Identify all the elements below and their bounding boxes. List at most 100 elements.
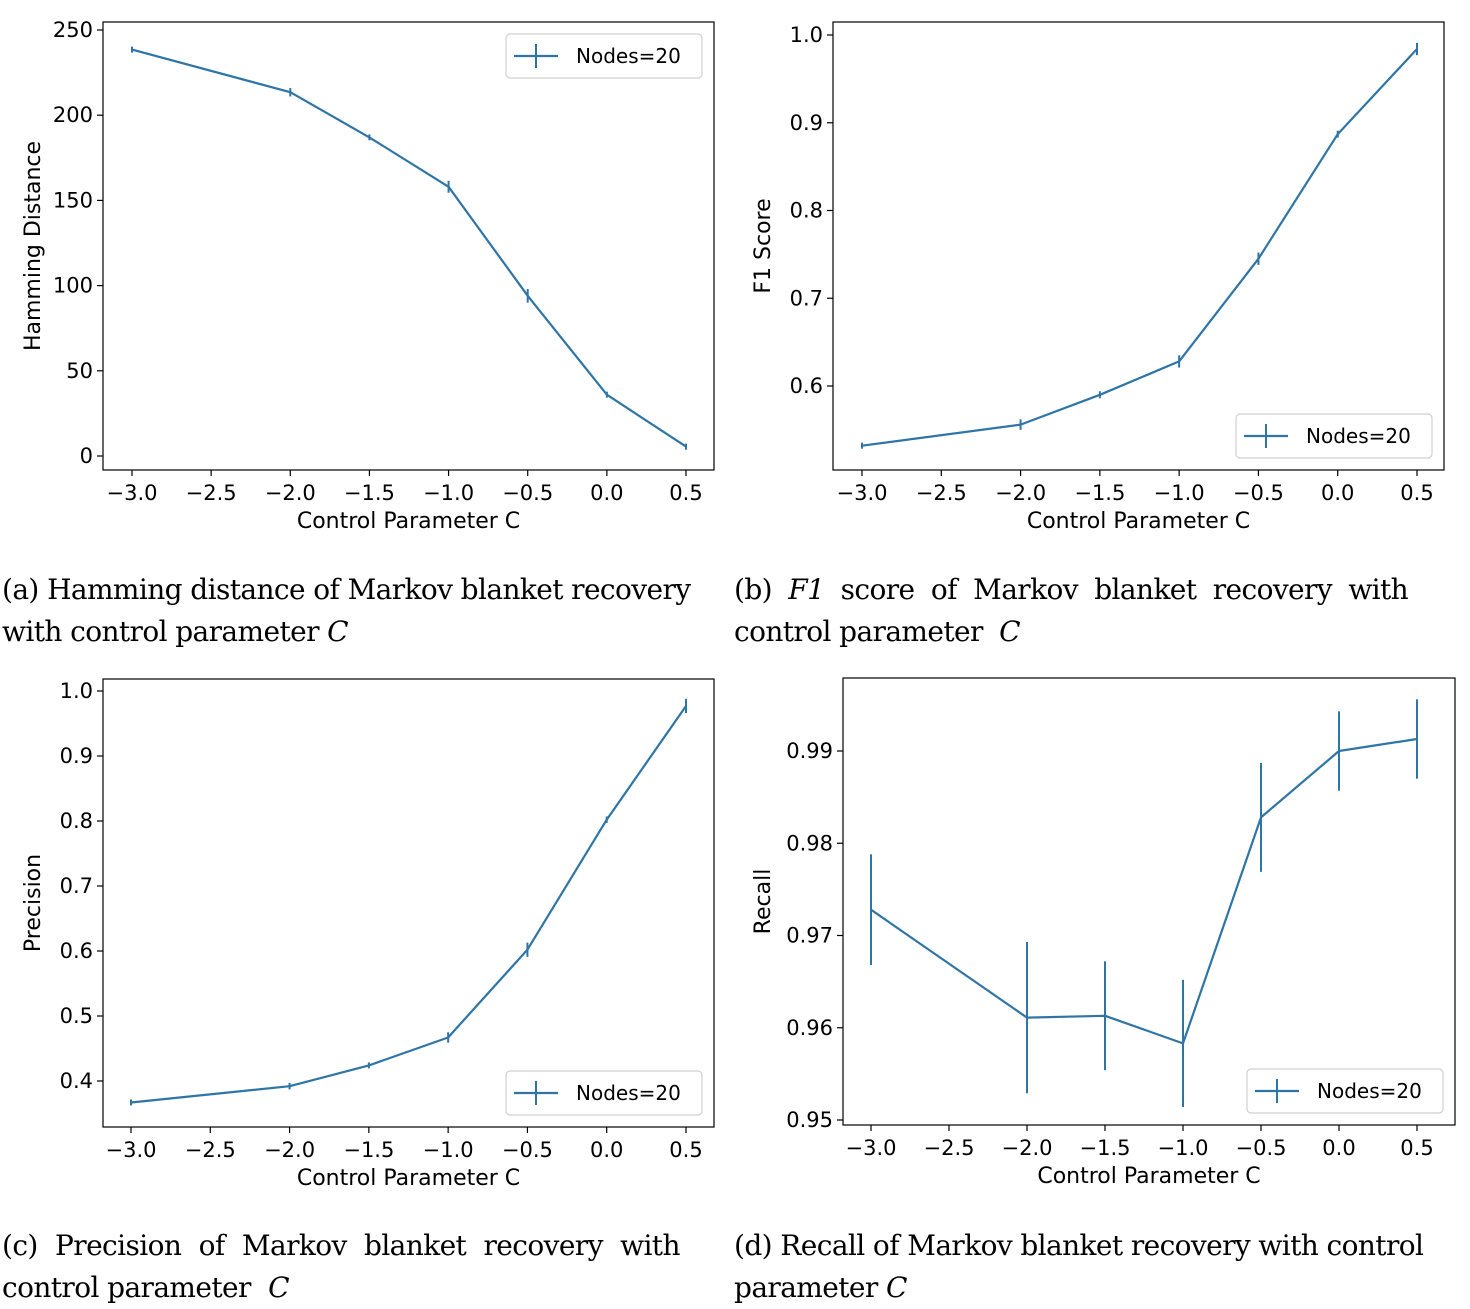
x-tick-label: −2.5 bbox=[924, 1136, 975, 1160]
x-tick-label: −3.0 bbox=[837, 481, 888, 505]
series-line bbox=[131, 48, 687, 448]
x-tick-label: −1.0 bbox=[1158, 1136, 1209, 1160]
x-tick-label: −2.0 bbox=[264, 1138, 315, 1162]
legend: Nodes=20 bbox=[505, 33, 703, 79]
y-tick-label: 0.6 bbox=[60, 939, 93, 963]
y-tick-label: 0.8 bbox=[60, 809, 93, 833]
x-tick-label: −1.5 bbox=[344, 481, 395, 505]
y-tick-label: 0.7 bbox=[790, 286, 823, 310]
y-tick-label: 250 bbox=[53, 18, 93, 42]
caption-b-var: C bbox=[999, 615, 1020, 648]
y-axis-label: Recall bbox=[751, 869, 776, 935]
x-tick-label: −0.5 bbox=[502, 1138, 553, 1162]
axes-frame bbox=[842, 677, 1456, 1126]
series-line bbox=[861, 48, 1418, 447]
y-tick-label: 0.9 bbox=[60, 744, 93, 768]
y-tick-label: 1.0 bbox=[790, 23, 823, 47]
caption-c-line1: Precision of Markov blanket recovery wit… bbox=[55, 1229, 680, 1262]
x-tick-label: −0.5 bbox=[502, 481, 553, 505]
series-line bbox=[130, 705, 687, 1104]
y-tick-label: 0.8 bbox=[790, 199, 823, 223]
axes-frame bbox=[832, 21, 1445, 471]
x-tick-label: 0.0 bbox=[1321, 481, 1354, 505]
y-tick-label: 50 bbox=[66, 359, 93, 383]
caption-c: (c) Precision of Markov blanket recovery… bbox=[2, 1225, 681, 1309]
axes-frame bbox=[102, 678, 715, 1128]
x-tick-label: 0.0 bbox=[590, 1138, 623, 1162]
y-tick-label: 0.5 bbox=[60, 1004, 93, 1028]
legend: Nodes=20 bbox=[1246, 1068, 1444, 1114]
x-tick-label: 0.5 bbox=[1400, 1136, 1433, 1160]
x-tick-label: −2.5 bbox=[186, 481, 237, 505]
caption-a-line1: Hamming distance of Markov blanket recov… bbox=[47, 573, 691, 606]
x-tick-label: −0.5 bbox=[1236, 1136, 1287, 1160]
y-tick-label: 0.96 bbox=[786, 1016, 833, 1040]
legend: Nodes=20 bbox=[505, 1070, 703, 1116]
caption-a-label: (a) bbox=[2, 573, 39, 606]
x-tick-label: −2.0 bbox=[995, 481, 1046, 505]
legend-label: Nodes=20 bbox=[576, 1081, 681, 1105]
caption-d-var: C bbox=[885, 1271, 907, 1304]
f1-score-chart: −3.0 −2.5 −2.0 −1.5 −1.0 −0.5 0.0 0.5 0.6 0.7 0.8 0… bbox=[751, 21, 1445, 534]
y-tick-label: 0.9 bbox=[790, 111, 823, 135]
caption-c-line2: control parameter bbox=[2, 1271, 251, 1304]
caption-d-line2: parameter bbox=[734, 1271, 878, 1304]
x-tick-label: 0.0 bbox=[1322, 1136, 1355, 1160]
x-tick-label: −1.0 bbox=[423, 481, 474, 505]
y-tick-label: 0.6 bbox=[790, 374, 823, 398]
caption-b-line1: score of Markov blanket recovery with bbox=[840, 573, 1409, 606]
legend-label: Nodes=20 bbox=[1306, 424, 1411, 448]
recall-chart: −3.0 −2.5 −2.0 −1.5 −1.0 −0.5 0.0 0.5 0.95 0.96 0.… bbox=[751, 677, 1456, 1189]
caption-d: (d) Recall of Markov blanket recovery wi… bbox=[734, 1225, 1424, 1309]
x-tick-label: 0.5 bbox=[1400, 481, 1433, 505]
caption-b-line2: control parameter bbox=[734, 615, 983, 648]
axes-frame bbox=[102, 21, 715, 471]
x-axis-label: Control Parameter C bbox=[1027, 509, 1250, 534]
y-tick-label: 0 bbox=[80, 444, 93, 468]
legend-label: Nodes=20 bbox=[576, 44, 681, 68]
x-axis-label: Control Parameter C bbox=[1037, 1164, 1260, 1189]
x-tick-label: −1.0 bbox=[1154, 481, 1205, 505]
x-tick-label: −1.5 bbox=[1080, 1136, 1131, 1160]
precision-chart: −3.0 −2.5 −2.0 −1.5 −1.0 −0.5 0.0 0.5 0.4 0.5 0.6 0… bbox=[21, 678, 715, 1191]
y-tick-label: 0.99 bbox=[786, 739, 833, 763]
y-axis-label: Precision bbox=[21, 854, 46, 952]
hamming-distance-chart: −3.0 −2.5 −2.0 −1.5 −1.0 −0.5 0.0 0.5 0 50 100 150 2… bbox=[21, 18, 715, 534]
legend-box bbox=[505, 1070, 703, 1116]
caption-d-label: (d) bbox=[734, 1229, 773, 1262]
x-tick-label: 0.0 bbox=[590, 481, 623, 505]
x-tick-label: 0.5 bbox=[669, 481, 702, 505]
x-tick-label: −2.5 bbox=[916, 481, 967, 505]
caption-c-var: C bbox=[268, 1271, 289, 1304]
x-tick-label: −2.0 bbox=[265, 481, 316, 505]
legend: Nodes=20 bbox=[1235, 413, 1433, 459]
caption-b-label: (b) bbox=[734, 573, 773, 606]
x-tick-label: −1.0 bbox=[423, 1138, 474, 1162]
x-tick-label: −1.5 bbox=[1074, 481, 1125, 505]
y-tick-label: 0.4 bbox=[60, 1069, 93, 1093]
x-tick-label: −3.0 bbox=[106, 1138, 157, 1162]
x-tick-label: −3.0 bbox=[846, 1136, 897, 1160]
legend-label: Nodes=20 bbox=[1317, 1079, 1422, 1103]
legend-box bbox=[1235, 413, 1433, 459]
x-tick-label: −1.5 bbox=[343, 1138, 394, 1162]
caption-b-var-prefix: F1 bbox=[788, 573, 825, 606]
x-tick-label: 0.5 bbox=[669, 1138, 702, 1162]
caption-d-line1: Recall of Markov blanket recovery with c… bbox=[780, 1229, 1424, 1262]
y-axis-label: Hamming Distance bbox=[21, 141, 46, 351]
caption-a: (a) Hamming distance of Markov blanket r… bbox=[2, 569, 691, 653]
caption-c-label: (c) bbox=[2, 1229, 38, 1262]
series-line bbox=[870, 737, 1418, 1045]
caption-a-line2: with control parameter bbox=[2, 615, 319, 648]
legend-box bbox=[1246, 1068, 1444, 1114]
x-tick-label: −3.0 bbox=[107, 481, 158, 505]
y-tick-label: 1.0 bbox=[60, 679, 93, 703]
y-axis-label: F1 Score bbox=[751, 198, 776, 293]
y-tick-label: 0.7 bbox=[60, 874, 93, 898]
y-tick-label: 0.97 bbox=[786, 924, 833, 948]
y-tick-label: 150 bbox=[53, 188, 93, 212]
x-tick-label: −2.0 bbox=[1002, 1136, 1053, 1160]
x-tick-label: −2.5 bbox=[185, 1138, 236, 1162]
caption-a-var: C bbox=[327, 615, 348, 648]
